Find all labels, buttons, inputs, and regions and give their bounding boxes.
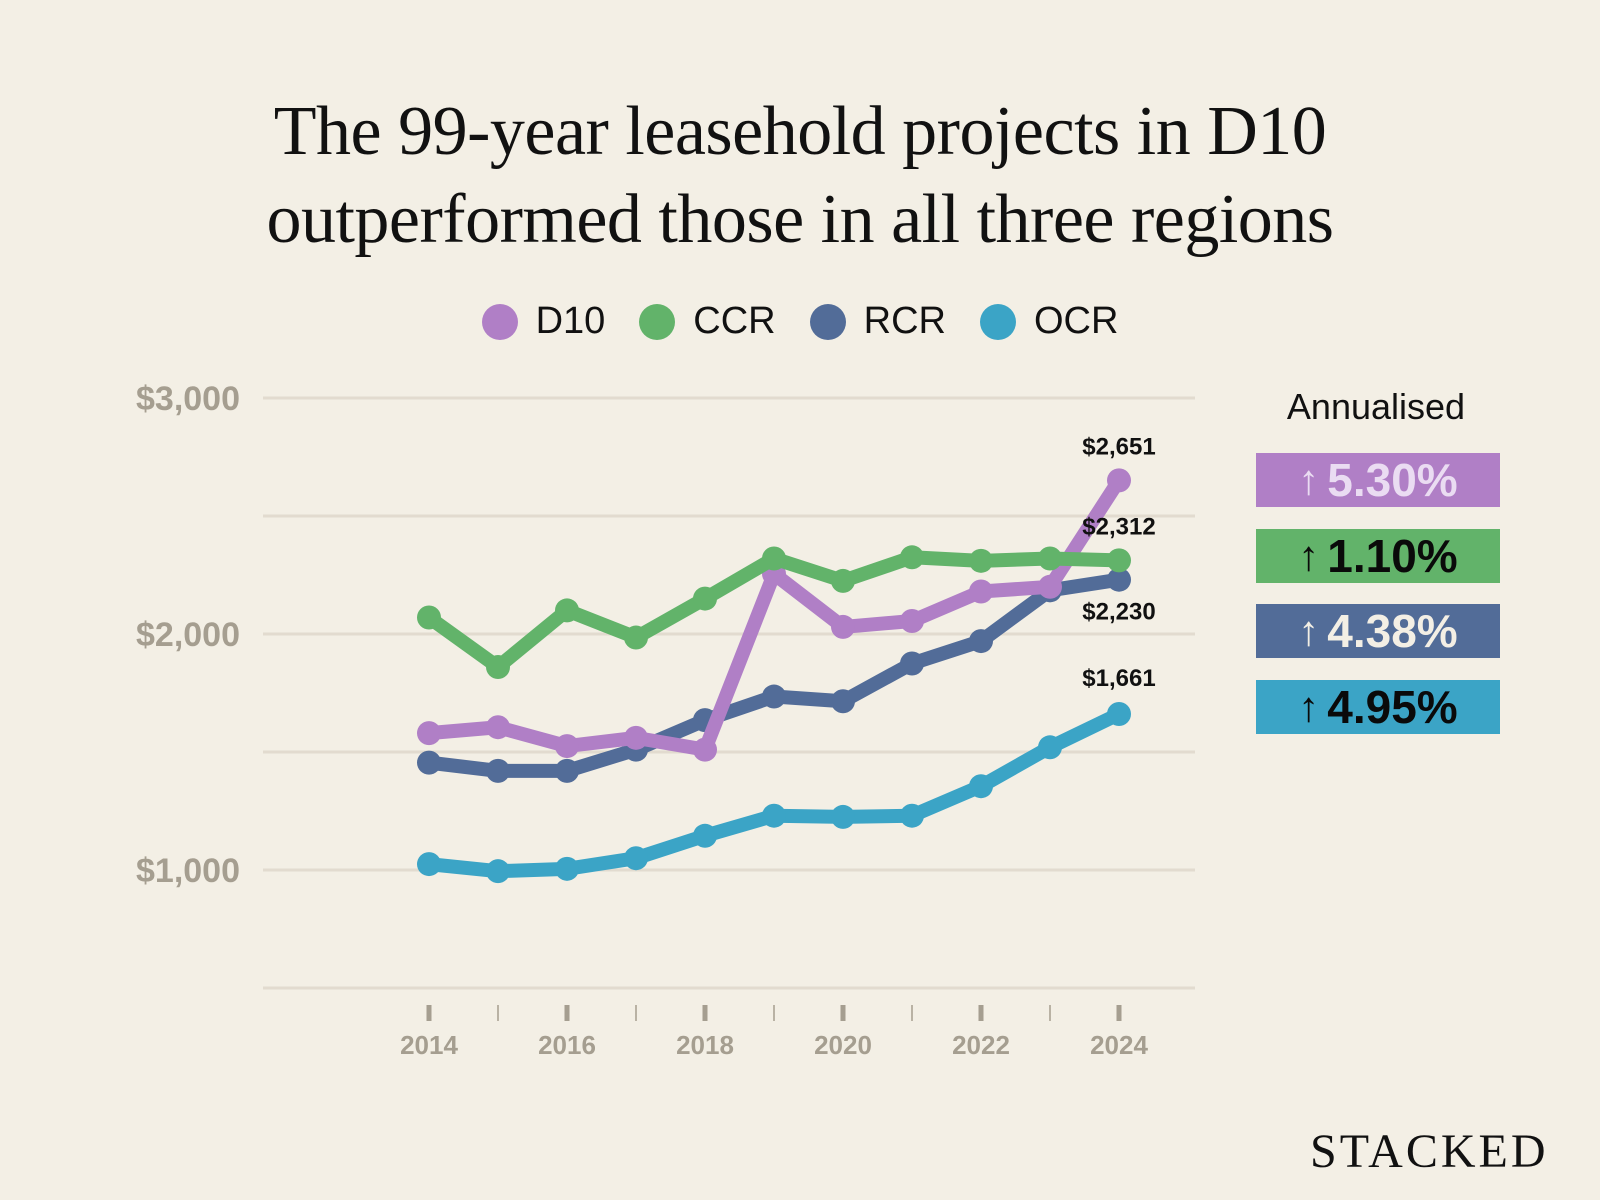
y-tick-label: $1,000 xyxy=(136,852,240,890)
x-tick-label: 2016 xyxy=(538,1030,596,1060)
data-point-d10 xyxy=(969,579,993,604)
data-point-ccr xyxy=(417,605,441,630)
arrow-up-icon: ↑ xyxy=(1298,607,1320,654)
data-point-ocr xyxy=(555,856,579,881)
x-tick-label: 2022 xyxy=(952,1030,1010,1060)
badge-rcr: ↑ 4.38% xyxy=(1256,604,1500,658)
data-point-ocr xyxy=(762,803,786,828)
data-point-ocr xyxy=(900,803,924,828)
arrow-up-icon: ↑ xyxy=(1298,532,1320,579)
legend: D10 CCR RCR OCR xyxy=(0,300,1600,343)
badge-value: 4.38% xyxy=(1327,605,1458,657)
badge-value: 4.95% xyxy=(1327,681,1458,733)
data-point-ocr xyxy=(831,804,855,829)
data-point-rcr xyxy=(417,750,441,775)
y-tick-label: $2,000 xyxy=(136,616,240,654)
data-point-rcr xyxy=(486,758,510,783)
title-line-1: The 99-year leasehold projects in D10 xyxy=(273,93,1327,170)
legend-item-d10: D10 xyxy=(481,300,606,343)
legend-dot-icon xyxy=(481,303,518,340)
legend-item-ccr: CCR xyxy=(639,300,776,343)
legend-dot-icon xyxy=(639,303,676,340)
data-point-d10 xyxy=(417,721,441,746)
badge-value: 5.30% xyxy=(1327,454,1458,506)
arrow-up-icon: ↑ xyxy=(1298,683,1320,730)
data-point-rcr xyxy=(969,629,993,654)
data-point-ocr xyxy=(693,823,717,848)
data-point-ccr xyxy=(1107,548,1131,573)
data-point-ccr xyxy=(900,545,924,570)
arrow-up-icon: ↑ xyxy=(1298,456,1320,503)
badge-value: 1.10% xyxy=(1327,530,1458,582)
end-value-label: $2,651 xyxy=(1082,433,1155,460)
data-point-rcr xyxy=(762,684,786,709)
end-value-label: $2,312 xyxy=(1082,513,1155,540)
badge-d10: ↑ 5.30% xyxy=(1256,453,1500,507)
chart-title: The 99-year leasehold projects in D10 ou… xyxy=(0,88,1600,264)
data-point-ccr xyxy=(693,586,717,611)
data-point-ocr xyxy=(486,859,510,884)
legend-dot-icon xyxy=(809,303,846,340)
data-point-rcr xyxy=(900,651,924,676)
data-point-ocr xyxy=(624,846,648,871)
x-tick-label: 2014 xyxy=(400,1030,458,1060)
data-point-d10 xyxy=(900,609,924,634)
legend-label: OCR xyxy=(1033,300,1119,342)
legend-item-rcr: RCR xyxy=(809,300,946,343)
legend-item-ocr: OCR xyxy=(979,300,1119,343)
data-point-d10 xyxy=(624,725,648,750)
data-point-ccr xyxy=(831,568,855,593)
legend-label: RCR xyxy=(863,300,946,342)
end-value-label: $2,230 xyxy=(1082,599,1155,626)
data-point-ccr xyxy=(762,546,786,571)
data-point-rcr xyxy=(555,758,579,783)
legend-label: D10 xyxy=(535,300,606,342)
data-point-d10 xyxy=(486,715,510,740)
end-value-label: $1,661 xyxy=(1082,665,1155,692)
y-tick-label: $3,000 xyxy=(136,380,240,418)
data-point-rcr xyxy=(831,689,855,714)
badge-ccr: ↑ 1.10% xyxy=(1256,529,1500,583)
data-point-rcr xyxy=(1107,567,1131,592)
data-point-ocr xyxy=(1107,702,1131,727)
data-point-d10 xyxy=(831,614,855,639)
title-line-2: outperformed those in all three regions xyxy=(266,181,1334,258)
data-point-ccr xyxy=(1038,546,1062,571)
legend-dot-icon xyxy=(979,303,1016,340)
data-point-d10 xyxy=(555,734,579,759)
data-point-ccr xyxy=(555,598,579,623)
data-point-ocr xyxy=(1038,735,1062,760)
data-point-ocr xyxy=(969,774,993,799)
badge-ocr: ↑ 4.95% xyxy=(1256,680,1500,734)
data-point-d10 xyxy=(693,737,717,762)
data-point-ocr xyxy=(417,852,441,877)
data-point-d10 xyxy=(1038,574,1062,599)
brand-logo: STACKED xyxy=(1310,1125,1549,1178)
x-tick-label: 2020 xyxy=(814,1030,872,1060)
x-tick-label: 2018 xyxy=(676,1030,734,1060)
annualised-title: Annualised xyxy=(1286,386,1466,427)
data-point-ccr xyxy=(486,655,510,680)
data-point-d10 xyxy=(1107,468,1131,493)
data-point-ccr xyxy=(624,625,648,650)
legend-label: CCR xyxy=(693,300,776,342)
x-tick-label: 2024 xyxy=(1090,1030,1148,1060)
data-point-ccr xyxy=(969,548,993,573)
